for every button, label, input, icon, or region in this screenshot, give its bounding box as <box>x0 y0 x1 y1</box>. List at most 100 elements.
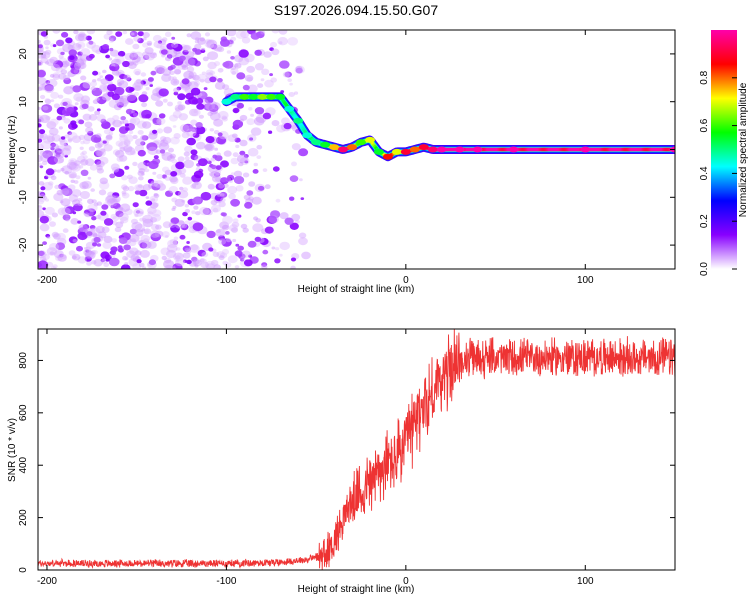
noise-blob <box>56 189 64 196</box>
noise-blob <box>44 98 52 105</box>
noise-blob <box>45 233 51 238</box>
noise-blob <box>240 258 245 262</box>
noise-blob <box>123 134 134 143</box>
noise-blob <box>114 58 122 64</box>
noise-blob <box>40 186 46 191</box>
noise-blob <box>78 224 88 232</box>
noise-blob <box>279 241 291 251</box>
noise-blob <box>169 70 175 76</box>
snr-xtick-label: -100 <box>216 576 236 587</box>
snr-xtick-label: 0 <box>403 576 409 587</box>
noise-blob <box>166 244 178 253</box>
noise-blob <box>264 184 271 190</box>
noise-blob <box>56 115 63 121</box>
noise-blob <box>190 154 199 161</box>
noise-blob <box>75 96 83 102</box>
noise-blob <box>234 62 242 69</box>
noise-blob <box>121 192 130 199</box>
noise-blob <box>94 110 101 116</box>
noise-blob <box>136 184 145 192</box>
noise-blob <box>87 130 94 136</box>
noise-blob <box>40 94 46 100</box>
noise-blob <box>174 69 182 75</box>
noise-blob <box>130 254 140 262</box>
noise-blob <box>213 130 220 135</box>
noise-blob <box>67 44 75 51</box>
noise-blob <box>178 55 186 62</box>
noise-blob <box>118 212 129 222</box>
noise-blob <box>284 71 293 78</box>
noise-blob <box>65 218 70 222</box>
noise-blob <box>41 104 53 113</box>
noise-blob <box>73 93 84 102</box>
noise-blob <box>76 41 86 49</box>
noise-blob <box>99 83 109 91</box>
noise-blob <box>49 251 55 256</box>
noise-blob <box>232 119 244 129</box>
noise-blob <box>49 118 59 127</box>
noise-blob <box>131 221 143 231</box>
noise-blob <box>54 148 63 155</box>
noise-blob <box>287 37 299 46</box>
noise-blob <box>231 221 240 228</box>
noise-blob <box>52 30 61 34</box>
noise-blob <box>199 37 205 42</box>
noise-blob <box>173 236 179 241</box>
noise-blob <box>106 194 117 203</box>
noise-blob <box>114 72 121 77</box>
noise-blob <box>182 187 188 192</box>
noise-blob <box>66 161 77 170</box>
noise-blob <box>191 181 202 190</box>
noise-blob <box>100 78 109 85</box>
noise-blob <box>159 149 166 154</box>
noise-blob <box>215 182 225 191</box>
noise-blob <box>38 39 41 44</box>
noise-blob <box>96 108 101 112</box>
noise-blob <box>73 61 85 71</box>
noise-blob <box>162 136 172 144</box>
noise-blob <box>185 55 191 60</box>
noise-blob <box>47 152 53 157</box>
noise-blob <box>208 247 214 252</box>
noise-blob <box>50 142 56 148</box>
noise-blob <box>278 41 283 45</box>
noise-blob <box>216 251 225 259</box>
colorbar-tick-label: 0.2 <box>699 214 710 228</box>
noise-blob <box>299 178 303 182</box>
noise-blob <box>174 255 181 260</box>
noise-blob <box>77 220 82 224</box>
noise-blob <box>134 85 142 91</box>
noise-blob <box>117 206 124 211</box>
noise-blob <box>201 71 207 75</box>
noise-blob <box>279 212 289 220</box>
noise-blob <box>46 58 56 67</box>
noise-blob <box>182 123 194 133</box>
noise-blob <box>230 41 235 45</box>
noise-blob <box>210 171 220 179</box>
noise-blob <box>175 247 181 251</box>
noise-blob <box>68 171 77 179</box>
noise-blob <box>129 51 138 58</box>
noise-blob <box>100 151 105 155</box>
noise-blob <box>162 68 172 76</box>
noise-blob <box>174 68 181 75</box>
noise-blob <box>175 161 185 170</box>
noise-blob <box>122 186 130 192</box>
noise-blob <box>189 244 200 253</box>
noise-blob <box>182 245 192 253</box>
noise-blob <box>298 237 308 246</box>
noise-blob <box>91 87 103 97</box>
noise-blob <box>68 49 78 57</box>
noise-blob <box>206 210 213 216</box>
noise-blob <box>165 56 172 62</box>
noise-blob <box>77 33 88 42</box>
noise-blob <box>116 156 124 162</box>
noise-blob <box>52 73 60 80</box>
noise-blob <box>38 250 47 259</box>
ridge-point <box>311 139 322 146</box>
noise-blob <box>91 260 97 265</box>
noise-blob <box>42 207 46 211</box>
noise-blob <box>106 30 113 36</box>
noise-blob <box>160 49 168 55</box>
noise-blob <box>100 148 106 153</box>
